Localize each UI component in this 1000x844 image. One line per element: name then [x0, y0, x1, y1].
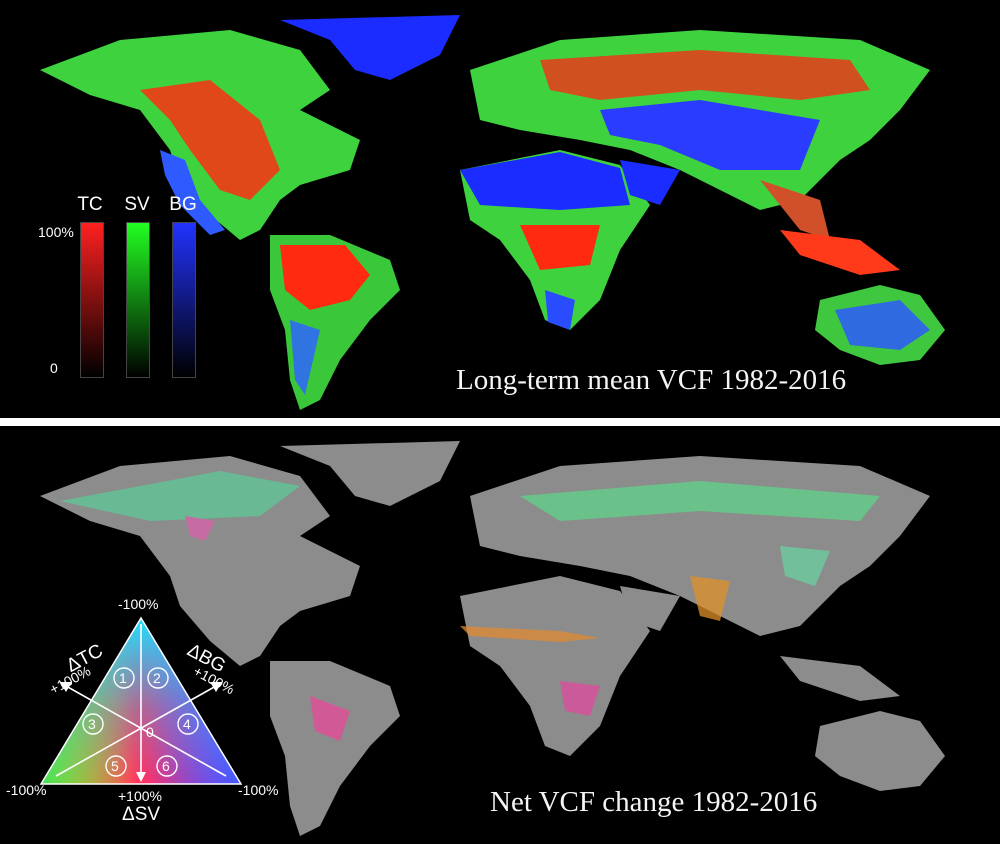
boreal-green-change: [520, 481, 880, 521]
greenland: [280, 15, 460, 80]
delta-sv-pct: +100%: [118, 788, 162, 804]
south-america-gray: [270, 661, 400, 836]
bottom-map-caption: Net VCF change 1982-2016: [490, 786, 818, 818]
greenland-gray: [280, 441, 460, 506]
south-america: [270, 235, 400, 410]
australia-gray: [815, 711, 945, 791]
sv-bar-label: SV: [124, 194, 150, 215]
delta-sv-label: ΔSV: [122, 804, 161, 825]
zone-3-label: 3: [88, 716, 96, 732]
zone-6-label: 6: [162, 758, 170, 774]
southeast-asia: [780, 230, 900, 275]
india-orange-change: [690, 576, 730, 621]
brazil-pink-change: [310, 696, 350, 741]
zone-5-label: 5: [111, 758, 119, 774]
africa-gray: [460, 576, 650, 756]
top-map-caption: Long-term mean VCF 1982-2016: [456, 364, 847, 396]
north-america-pink-change: [185, 516, 215, 541]
eurasia: [470, 30, 930, 240]
net-change-world-map: [40, 441, 945, 836]
tc-colorbar: [80, 222, 104, 378]
arabia-gray: [620, 586, 680, 631]
tc-bar-label: TC: [77, 194, 103, 215]
canada-green-change: [60, 471, 300, 521]
southern-africa-pink-change: [560, 681, 600, 716]
center-zero-label: 0: [146, 724, 154, 740]
mean-vcf-world-map: [40, 15, 945, 410]
africa: [460, 150, 680, 330]
china-green-change: [780, 546, 830, 586]
southeast-asia-gray: [780, 656, 900, 701]
ternary-color-legend: [39, 616, 243, 785]
net-vcf-change-map-panel: 1 2 3 4 5 6 0 -100% -100% -100% ΔTC +100…: [0, 426, 1000, 844]
zone-1-label: 1: [119, 670, 127, 686]
triangle-left-label: -100%: [6, 782, 47, 798]
north-america: [40, 30, 360, 240]
triangle-top-label: -100%: [118, 596, 159, 612]
zone-circles: [82, 667, 199, 777]
bg-bar-label: BG: [169, 194, 197, 215]
mean-vcf-map-panel: TC SV BG 100% 0 Long-term mean VCF 1982-…: [0, 0, 1000, 418]
triangle-right-label: -100%: [238, 782, 279, 798]
sv-colorbar: [126, 222, 150, 378]
sahel-orange-change: [460, 626, 600, 642]
colorbar-max-label: 100%: [38, 224, 74, 240]
zone-4-label: 4: [183, 716, 191, 732]
zone-2-label: 2: [153, 670, 161, 686]
australia: [815, 285, 945, 365]
colorbar-min-label: 0: [50, 360, 58, 376]
bg-colorbar: [172, 222, 196, 378]
